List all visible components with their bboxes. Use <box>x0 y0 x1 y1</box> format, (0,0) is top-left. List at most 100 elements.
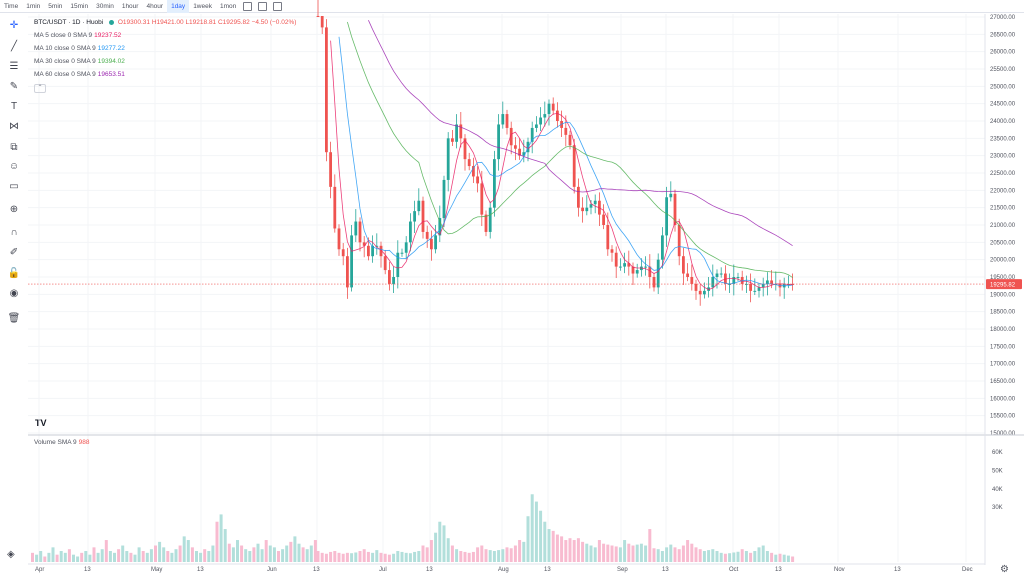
volume-bar <box>455 549 459 562</box>
volume-bar <box>219 514 223 562</box>
volume-bar <box>488 550 492 562</box>
trend-line-icon[interactable]: ╱ <box>10 40 18 52</box>
volume-bar <box>129 552 133 562</box>
price-tick-label: 22000.00 <box>990 188 1016 194</box>
candle-body <box>451 138 454 142</box>
volume-bar <box>597 540 601 562</box>
price-tick-label: 27000.00 <box>990 15 1016 21</box>
candle-body <box>518 148 521 156</box>
candle-body <box>404 242 408 253</box>
timeframe-15min[interactable]: 15min <box>70 2 89 10</box>
volume-bar <box>43 556 47 562</box>
candle-body <box>350 235 353 288</box>
price-tick-label: 19000.00 <box>990 292 1016 298</box>
volume-bar <box>121 545 125 562</box>
volume-bar <box>707 550 711 562</box>
volume-bar <box>698 549 702 562</box>
volume-bar <box>248 551 252 562</box>
volume-bar <box>320 552 324 562</box>
volume-bar <box>505 547 509 562</box>
time-tick-label: Sep <box>617 567 628 573</box>
price-tick-label: 26000.00 <box>990 50 1016 56</box>
text-icon[interactable]: T <box>10 100 18 112</box>
volume-bar <box>358 551 362 562</box>
volume-bar <box>761 545 765 562</box>
price-tick-label: 15000.00 <box>990 431 1016 437</box>
layers-icon[interactable]: ◈ <box>7 549 15 560</box>
volume-bar <box>778 553 782 562</box>
eye-icon[interactable]: ◉ <box>9 287 19 299</box>
volume-bar <box>589 545 593 562</box>
volume-bar <box>492 551 496 562</box>
candle-body <box>346 256 349 288</box>
volume-bar <box>268 545 272 562</box>
candle-body <box>543 114 547 118</box>
volume-bar <box>154 545 157 562</box>
volume-bar <box>178 545 182 562</box>
volume-bar <box>501 549 505 562</box>
pattern-icon[interactable]: ⋈ <box>9 120 19 132</box>
volume-bar <box>442 525 446 562</box>
timeframe-bar: Time 1min 5min 15min 30min 1hour 4hour 1day 1wee… <box>0 0 1024 13</box>
magnet-icon[interactable]: ∩ <box>10 226 18 238</box>
timeframe-time[interactable]: Time <box>4 2 19 10</box>
collapse-legend-button[interactable]: ⌃ <box>34 84 46 93</box>
fib-icon[interactable]: ☰ <box>9 60 19 72</box>
volume-bar <box>289 541 293 562</box>
zoom-icon[interactable]: ⊕ <box>9 203 19 215</box>
emoji-icon[interactable]: ☺ <box>8 160 20 172</box>
volume-bar <box>174 549 178 562</box>
candle-body <box>564 127 568 135</box>
volume-bar <box>547 529 551 562</box>
candle-body <box>614 252 618 267</box>
timeframe-5min[interactable]: 5min <box>48 2 63 10</box>
volume-bar <box>740 549 744 562</box>
ma5-value: 19237.52 <box>94 32 122 39</box>
price-tick-label: 17000.00 <box>990 362 1016 368</box>
volume-bar <box>63 552 67 562</box>
candle-body <box>476 176 479 184</box>
timeframe-30min[interactable]: 30min <box>96 2 114 10</box>
chart-type-icon[interactable] <box>243 1 253 11</box>
candle-body <box>497 124 500 160</box>
candle-body <box>686 273 689 277</box>
volume-bar <box>627 543 631 562</box>
timeframe-4hour[interactable]: 4hour <box>146 2 164 10</box>
fullscreen-icon[interactable] <box>273 1 283 11</box>
volume-bar <box>272 547 276 562</box>
candle-body <box>472 166 475 177</box>
timeframe-1mon[interactable]: 1mon <box>219 2 237 10</box>
volume-bar <box>108 551 112 562</box>
lock-drawing-icon[interactable]: ✐ <box>9 246 19 258</box>
candle-body <box>430 238 433 250</box>
volume-bar <box>585 543 589 562</box>
volume-bar <box>782 554 786 562</box>
price-tick-label: 20000.00 <box>990 258 1016 264</box>
trash-icon[interactable]: 🗑 <box>7 312 21 324</box>
volume-bar <box>324 553 328 562</box>
timeframe-1min[interactable]: 1min <box>26 2 41 10</box>
candle-body <box>627 263 631 267</box>
volume-bar <box>223 529 227 562</box>
candle-body <box>581 207 584 212</box>
candle-body <box>753 290 757 292</box>
candle-body <box>690 277 694 284</box>
time-tick-label: Dec <box>962 567 973 573</box>
crosshair-icon[interactable]: ✛ <box>9 19 19 31</box>
candle-body <box>749 283 752 291</box>
lock-icon[interactable]: 🔓 <box>7 267 21 279</box>
timeframe-1week[interactable]: 1week <box>193 2 212 10</box>
prediction-icon[interactable]: ⧉ <box>10 141 18 153</box>
ruler-icon[interactable]: ▭ <box>9 180 19 192</box>
indicators-icon[interactable] <box>258 1 268 11</box>
price-tick-label: 23500.00 <box>990 136 1016 142</box>
timeframe-1day[interactable]: 1day <box>167 0 190 13</box>
price-tick-label: 21500.00 <box>990 206 1016 212</box>
settings-gear-icon[interactable]: ⚙ <box>1000 564 1009 575</box>
timeframe-1hour[interactable]: 1hour <box>121 2 139 10</box>
candle-body <box>619 266 622 268</box>
time-tick-label: Aug <box>498 567 509 573</box>
volume-bar <box>350 553 354 562</box>
brush-icon[interactable]: ✎ <box>9 80 19 92</box>
